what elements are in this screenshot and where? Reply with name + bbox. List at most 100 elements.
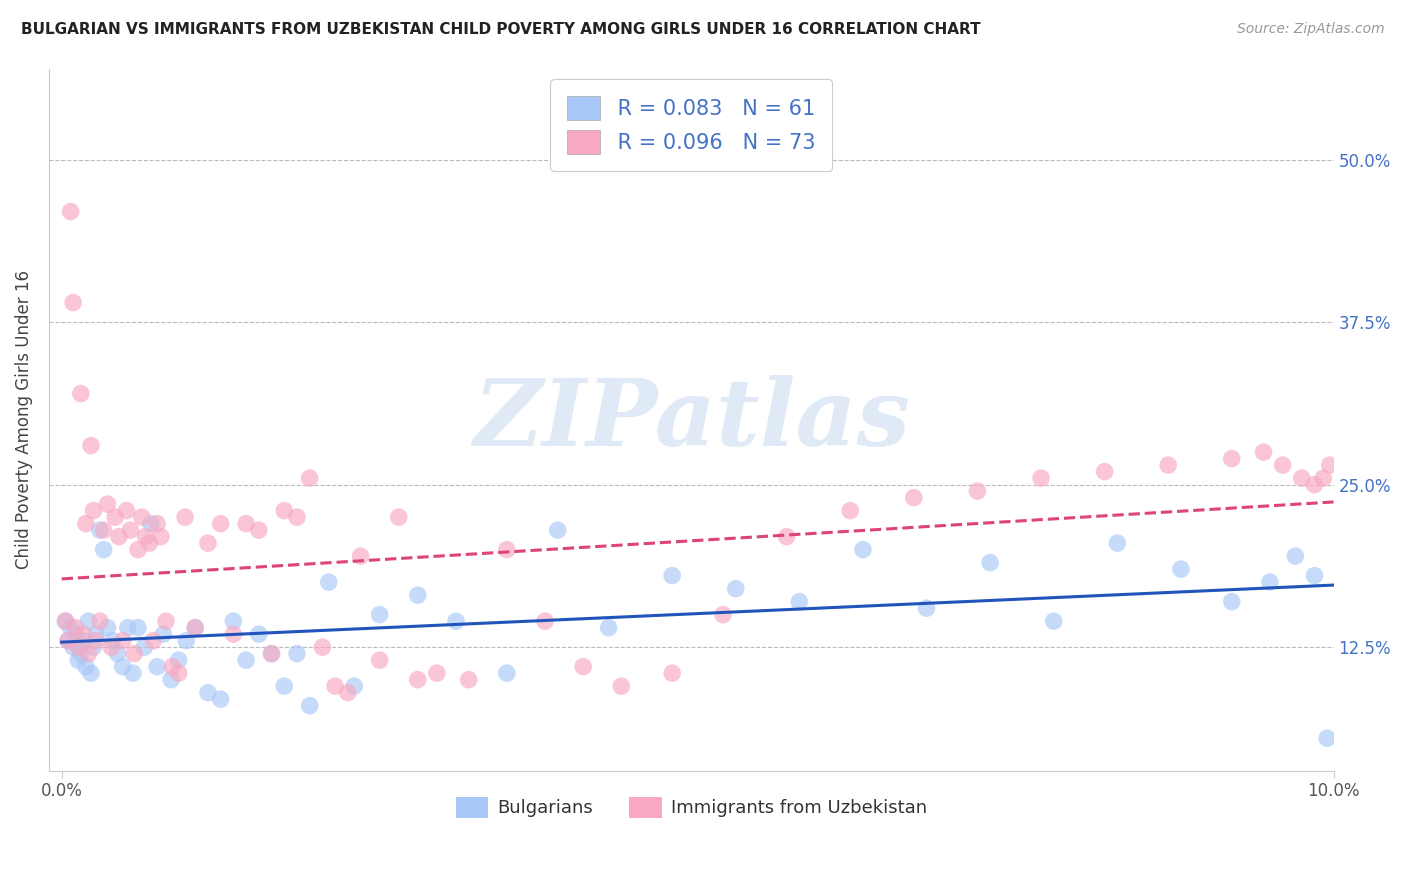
Point: [77, 647, 100, 661]
Point: [82, 640, 104, 655]
Point: [285, 510, 308, 524]
Point: [80, 439, 103, 453]
Point: [1094, 465, 1116, 479]
Point: [135, 530, 157, 544]
Point: [598, 621, 620, 635]
Point: [222, 627, 245, 641]
Point: [903, 491, 925, 505]
Point: [62, 295, 84, 310]
Point: [84, 633, 107, 648]
Point: [69, 647, 91, 661]
Point: [406, 588, 429, 602]
Point: [117, 621, 139, 635]
Point: [122, 647, 145, 661]
Point: [406, 673, 429, 687]
Point: [59, 621, 82, 635]
Point: [96, 497, 118, 511]
Point: [775, 530, 797, 544]
Point: [197, 686, 219, 700]
Point: [852, 542, 875, 557]
Point: [1170, 562, 1192, 576]
Point: [139, 516, 162, 531]
Point: [146, 659, 169, 673]
Point: [1312, 471, 1334, 485]
Point: [120, 523, 142, 537]
Point: [108, 530, 131, 544]
Point: [1220, 594, 1243, 608]
Point: [1291, 471, 1313, 485]
Point: [610, 679, 633, 693]
Point: [388, 510, 411, 524]
Point: [368, 607, 391, 622]
Point: [160, 673, 183, 687]
Point: [142, 633, 165, 648]
Point: [336, 686, 359, 700]
Point: [155, 614, 177, 628]
Point: [1258, 575, 1281, 590]
Point: [55, 614, 77, 628]
Point: [162, 659, 184, 673]
Point: [260, 647, 283, 661]
Point: [115, 503, 138, 517]
Point: [1284, 549, 1306, 563]
Point: [138, 536, 160, 550]
Text: ZIPatlas: ZIPatlas: [472, 375, 910, 465]
Point: [209, 516, 232, 531]
Point: [131, 510, 153, 524]
Point: [55, 614, 77, 628]
Point: [547, 523, 569, 537]
Point: [82, 503, 104, 517]
Point: [311, 640, 333, 655]
Point: [724, 582, 747, 596]
Point: [167, 666, 190, 681]
Point: [197, 536, 219, 550]
Point: [65, 621, 87, 635]
Point: [839, 503, 862, 517]
Point: [343, 679, 366, 693]
Legend: Bulgarians, Immigrants from Uzbekistan: Bulgarians, Immigrants from Uzbekistan: [449, 789, 934, 825]
Point: [107, 647, 129, 661]
Point: [93, 523, 115, 537]
Point: [789, 594, 811, 608]
Point: [89, 523, 111, 537]
Point: [184, 621, 207, 635]
Point: [534, 614, 557, 628]
Point: [323, 679, 346, 693]
Point: [711, 607, 734, 622]
Point: [915, 601, 938, 615]
Point: [67, 640, 90, 655]
Point: [235, 516, 257, 531]
Y-axis label: Child Poverty Among Girls Under 16: Child Poverty Among Girls Under 16: [15, 270, 32, 569]
Point: [1303, 568, 1326, 582]
Text: BULGARIAN VS IMMIGRANTS FROM UZBEKISTAN CHILD POVERTY AMONG GIRLS UNDER 16 CORRE: BULGARIAN VS IMMIGRANTS FROM UZBEKISTAN …: [21, 22, 981, 37]
Point: [209, 692, 232, 706]
Point: [285, 647, 308, 661]
Point: [111, 633, 134, 648]
Point: [96, 621, 118, 635]
Point: [1107, 536, 1129, 550]
Point: [495, 542, 517, 557]
Point: [122, 666, 145, 681]
Point: [426, 666, 449, 681]
Point: [298, 698, 321, 713]
Point: [495, 666, 517, 681]
Point: [65, 627, 87, 641]
Point: [72, 627, 94, 641]
Point: [457, 673, 479, 687]
Point: [67, 653, 90, 667]
Point: [149, 530, 172, 544]
Point: [80, 666, 103, 681]
Point: [56, 633, 79, 648]
Point: [111, 659, 134, 673]
Point: [101, 633, 124, 648]
Point: [75, 659, 97, 673]
Point: [222, 614, 245, 628]
Point: [176, 633, 198, 648]
Point: [1316, 731, 1339, 746]
Point: [100, 640, 122, 655]
Point: [1319, 458, 1341, 472]
Point: [77, 614, 100, 628]
Point: [318, 575, 340, 590]
Point: [1157, 458, 1180, 472]
Point: [134, 640, 156, 655]
